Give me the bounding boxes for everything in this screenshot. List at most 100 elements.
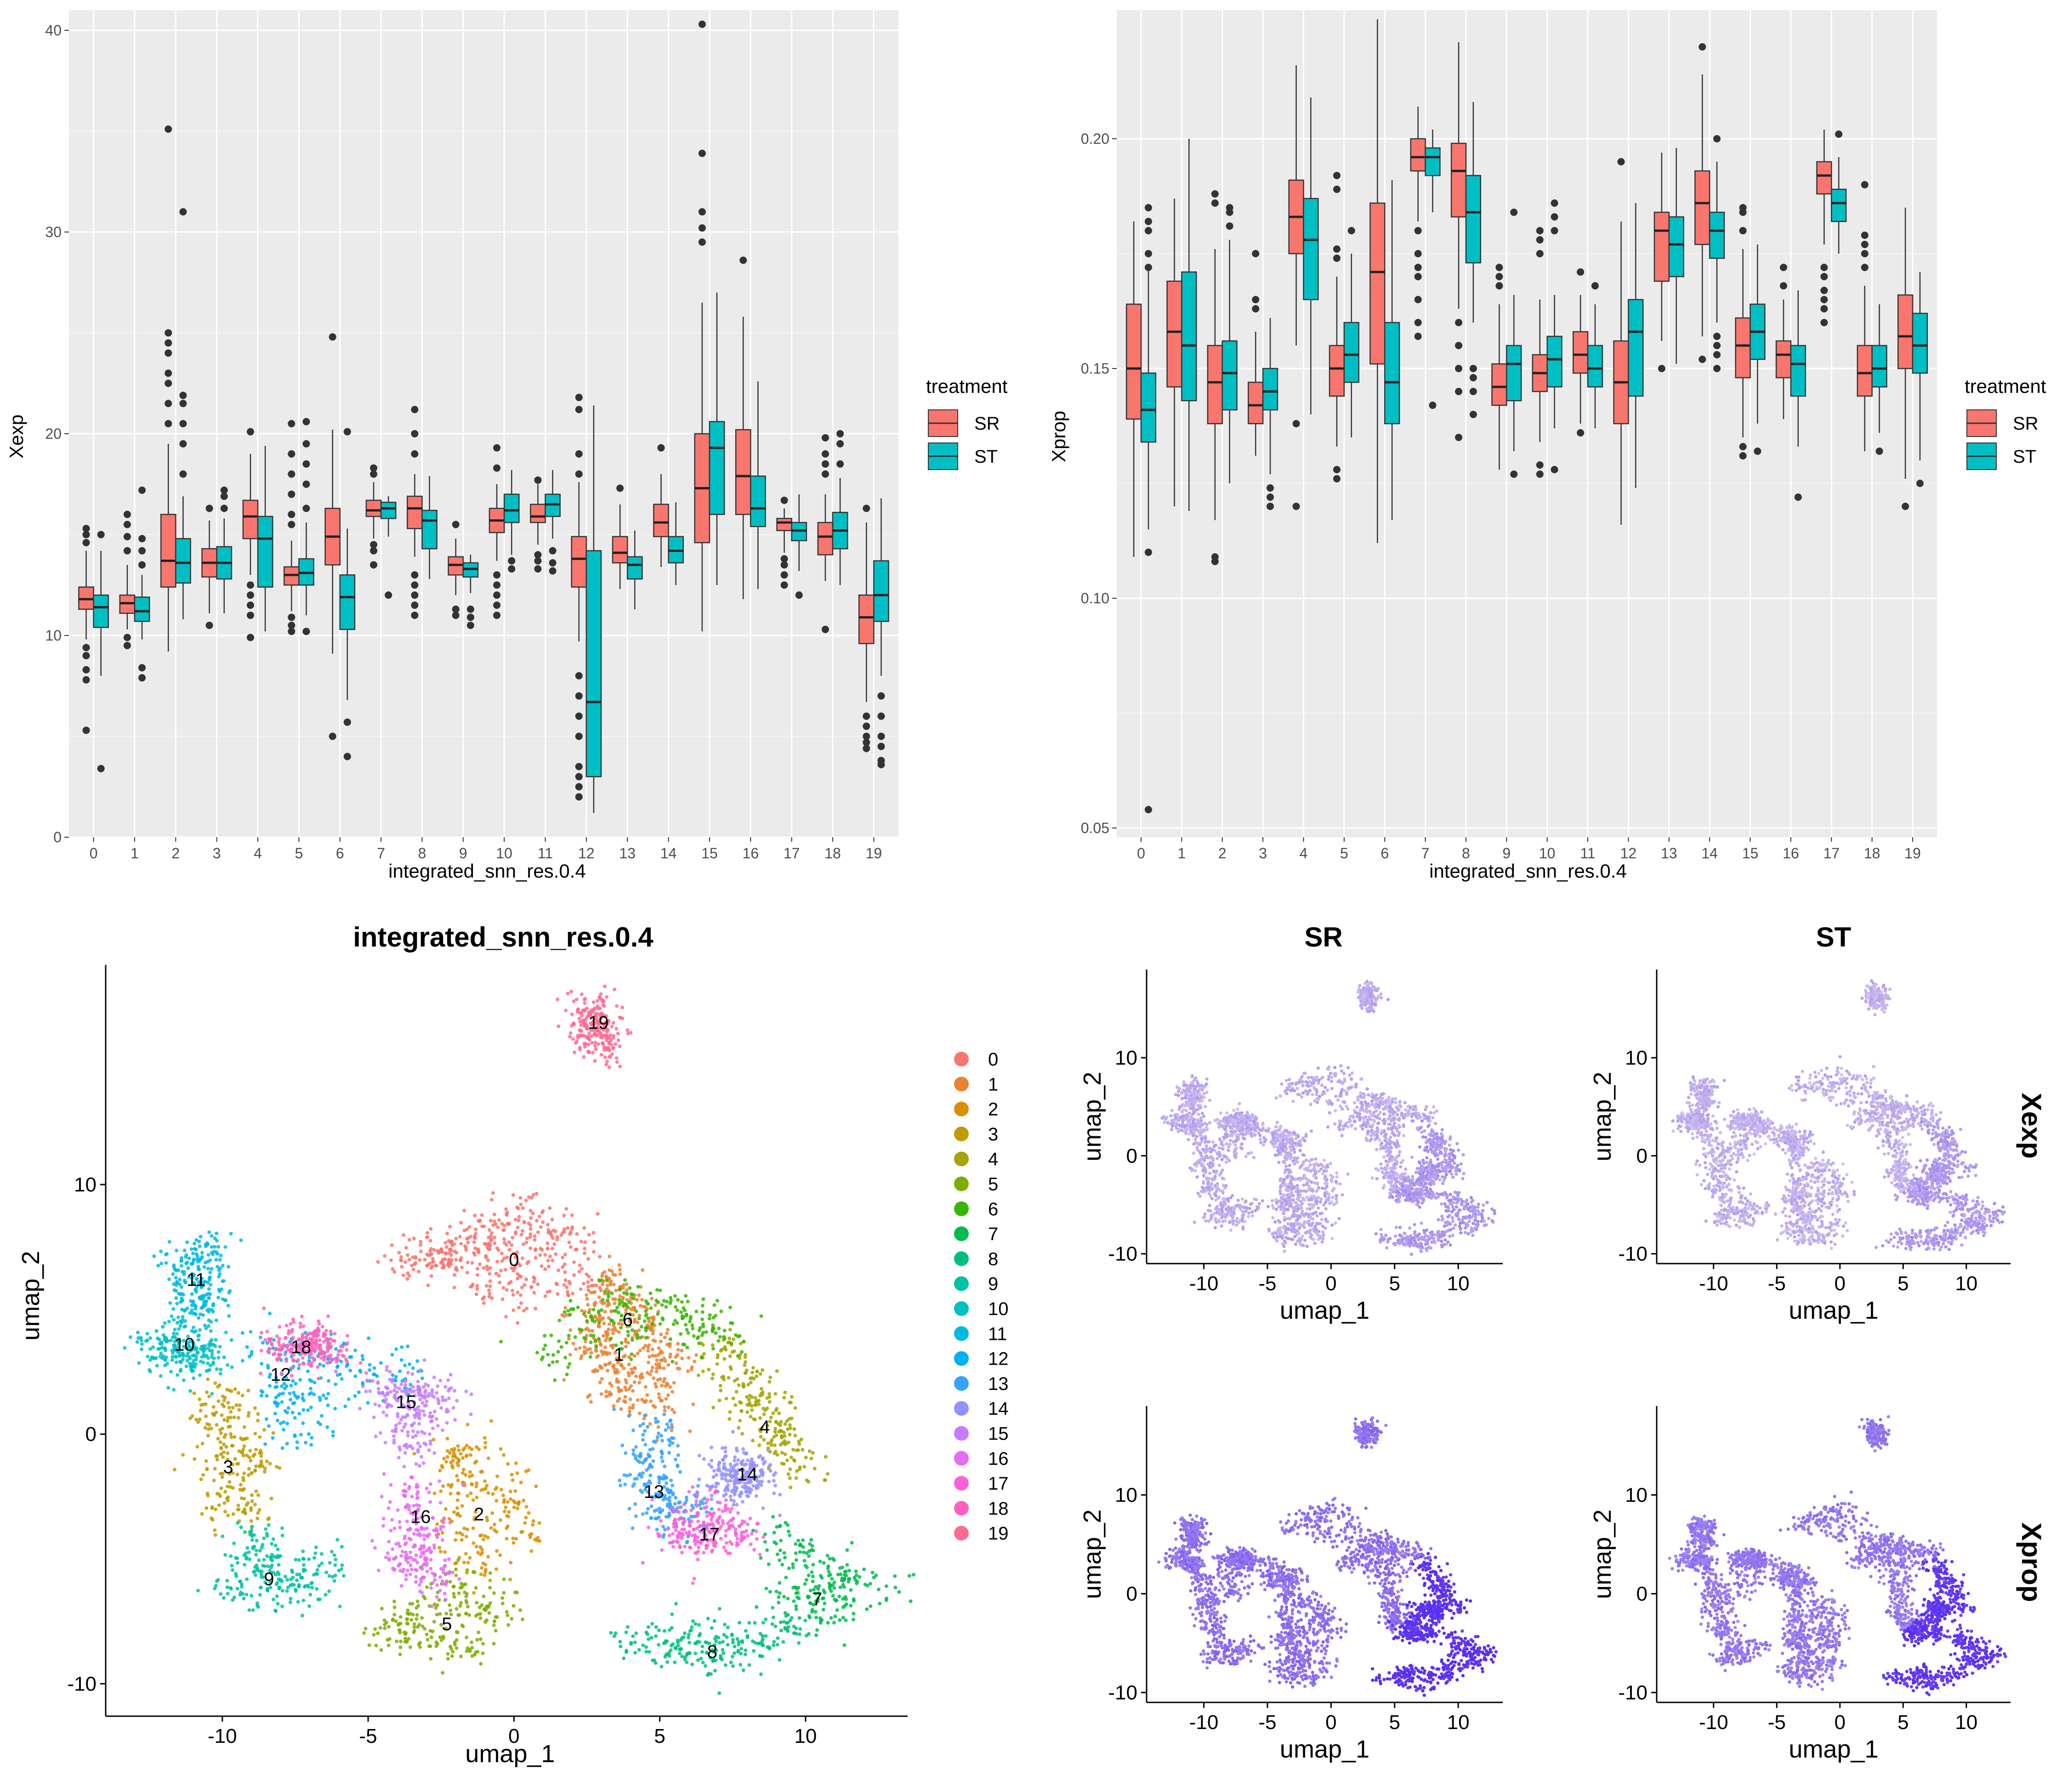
outlier-point (1348, 227, 1355, 234)
outlier-point (1267, 484, 1274, 492)
outlier-point (302, 505, 310, 512)
feature-x-label: umap_1 (1280, 1735, 1369, 1763)
cluster-label-1: 1 (614, 1344, 624, 1365)
cluster-13-points (612, 1407, 714, 1544)
outlier-point (370, 541, 377, 548)
y-tick-label: 40 (45, 22, 62, 39)
cluster-16-points (370, 1461, 465, 1608)
outlier-point (138, 487, 146, 494)
outlier-point (1536, 227, 1544, 234)
feature-cluster-7-points (1437, 1191, 1496, 1237)
outlier-point (877, 692, 885, 700)
outlier-point (1252, 296, 1259, 303)
x-tick-label: 6 (1381, 845, 1389, 862)
outlier-point (411, 406, 418, 413)
outlier-point (83, 726, 90, 734)
cluster-label-14: 14 (737, 1464, 758, 1485)
outlier-point (863, 732, 870, 740)
feature-cluster-11-points (1173, 1514, 1212, 1552)
outlier-point (1429, 402, 1436, 409)
outlier-point (288, 450, 295, 458)
outlier-point (179, 440, 187, 448)
outlier-point (247, 601, 254, 609)
feature-cluster-3-points (1188, 1566, 1227, 1634)
outlier-point (1333, 186, 1341, 193)
outlier-point (575, 394, 583, 401)
outlier-point (836, 430, 844, 437)
outlier-point (1820, 305, 1828, 312)
outlier-point (575, 732, 583, 740)
feature-y-label: umap_2 (1079, 1509, 1106, 1599)
outlier-point (124, 634, 131, 641)
outlier-point (165, 400, 172, 407)
legend-swatch-1 (954, 1077, 969, 1091)
outlier-point (1470, 388, 1477, 395)
outlier-point (83, 652, 90, 659)
outlier-point (795, 591, 803, 599)
outlier-point (1211, 553, 1219, 561)
outlier-point (616, 484, 624, 492)
outlier-point (1835, 130, 1842, 138)
legend-label-10: 10 (988, 1299, 1009, 1319)
outlier-point (179, 400, 187, 407)
outlier-point (1551, 227, 1558, 234)
x-tick-label: -5 (1768, 1272, 1786, 1295)
outlier-point (83, 539, 90, 546)
cluster-label-11: 11 (187, 1270, 206, 1290)
x-tick-label: 10 (1539, 845, 1556, 862)
x-tick-label: 2 (171, 845, 180, 862)
outlier-point (1226, 222, 1233, 230)
outlier-point (1333, 255, 1341, 262)
outlier-point (179, 392, 187, 399)
outlier-point (1713, 135, 1721, 142)
facet-title-st: ST (1816, 922, 1852, 953)
y-tick-label: -10 (1618, 1682, 1648, 1704)
x-tick-label: -10 (1699, 1272, 1728, 1295)
outlier-point (83, 525, 90, 532)
legend-swatch-5 (954, 1177, 969, 1191)
outlier-point (781, 571, 788, 578)
outlier-point (1415, 250, 1422, 257)
feature-cluster-9-points (1199, 1624, 1265, 1669)
outlier-point (836, 440, 844, 448)
x-tick-label: 6 (336, 845, 344, 862)
legend-label-st: ST (2013, 447, 2036, 467)
x-tick-label: 18 (1864, 845, 1881, 862)
legend-label-13: 13 (988, 1374, 1009, 1394)
xprop-boxplot-y-label: Xprop (1048, 411, 1069, 462)
outlier-point (1145, 264, 1152, 271)
outlier-point (863, 505, 870, 512)
feature-y-label: umap_2 (1589, 1072, 1616, 1161)
x-tick-label: 12 (578, 845, 595, 862)
outlier-point (1795, 493, 1802, 501)
outlier-point (1145, 218, 1152, 225)
outlier-point (1754, 448, 1761, 455)
outlier-point (411, 571, 418, 578)
x-tick-label: 4 (254, 845, 262, 862)
x-tick-label: 5 (1389, 1711, 1400, 1734)
outlier-point (1739, 204, 1747, 211)
cluster-label-18: 18 (291, 1337, 312, 1357)
outlier-point (302, 440, 310, 448)
x-tick-label: -5 (1258, 1711, 1276, 1734)
outlier-point (411, 612, 418, 619)
legend-label-19: 19 (988, 1524, 1009, 1544)
outlier-point (1536, 250, 1544, 257)
outlier-point (1145, 227, 1152, 234)
y-tick-label: 0.05 (1081, 820, 1109, 836)
outlier-point (165, 349, 172, 357)
legend-swatch-0 (954, 1052, 969, 1066)
outlier-point (288, 471, 295, 478)
outlier-point (1820, 264, 1828, 271)
outlier-point (467, 622, 474, 629)
y-tick-label: 0.10 (1081, 590, 1109, 607)
outlier-point (452, 606, 460, 613)
legend-label-6: 6 (988, 1199, 998, 1219)
xprop-boxplot-x-label: integrated_snn_res.0.4 (1429, 860, 1627, 882)
feature-cluster-11-points (1686, 1514, 1725, 1552)
outlier-point (1618, 158, 1625, 165)
x-tick-label: -5 (1768, 1711, 1786, 1734)
x-tick-label: 0 (1137, 845, 1145, 862)
